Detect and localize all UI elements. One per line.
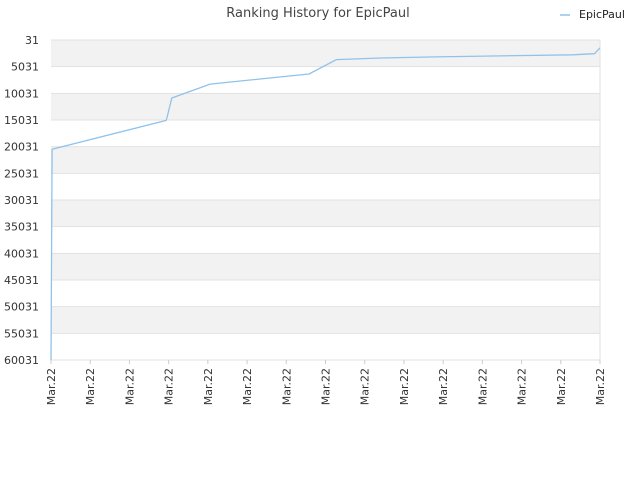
plot-band (51, 173, 600, 200)
x-tick-label: Mar.22 (555, 368, 568, 405)
grid-lines (51, 39, 601, 361)
plot-band (51, 253, 600, 280)
x-tick-label: Mar.22 (516, 368, 529, 405)
x-tick-label: Mar.22 (241, 368, 254, 405)
x-tick-label: Mar.22 (437, 368, 450, 405)
y-tick-label: 55031 (4, 327, 39, 340)
x-tick-label: Mar.22 (476, 368, 489, 405)
y-tick-label: 20031 (4, 141, 39, 154)
x-tick-label: Mar.22 (202, 368, 215, 405)
legend-label-epicpaul: EpicPaul (579, 8, 625, 21)
y-tick-label: 30031 (4, 194, 39, 207)
y-tick-label: 60031 (4, 354, 39, 367)
y-tick-label: 35031 (4, 221, 39, 234)
plot-band (51, 280, 600, 307)
series-lines (50, 47, 601, 361)
y-tick-label: 31 (25, 34, 39, 47)
plot-background (51, 40, 600, 360)
plot-band (51, 40, 600, 67)
plot-band (51, 226, 600, 254)
chart-title: Ranking History for EpicPaul (226, 6, 409, 21)
x-tick-label: Mar.22 (398, 368, 411, 405)
plot-band (51, 306, 600, 334)
x-axis-ticks: Mar.22 Mar.22 Mar.22 Mar.22 Mar.22 Mar.22 Mar.… (45, 360, 607, 405)
y-tick-label: 40031 (4, 247, 39, 260)
x-tick-label: Mar.22 (320, 368, 333, 405)
x-tick-label: Mar.22 (84, 368, 97, 405)
y-tick-label: 5031 (11, 61, 39, 74)
x-tick-label: Mar.22 (163, 368, 176, 405)
x-tick-label: Mar.22 (359, 368, 372, 405)
plot-band (51, 200, 600, 227)
x-tick-label: Mar.22 (594, 368, 607, 405)
y-tick-label: 45031 (4, 274, 39, 287)
x-tick-label: Mar.22 (45, 368, 58, 405)
x-tick-label: Mar.22 (280, 368, 293, 405)
x-tick-label: Mar.22 (123, 368, 136, 405)
series-line-epicpaul (50, 47, 601, 361)
plot-band (51, 146, 600, 174)
y-axis-ticks: 31 5031 10031 15031 20031 25031 30031 35031 4003… (4, 34, 39, 367)
plot-band (51, 120, 600, 147)
plot-band (51, 93, 600, 120)
legend[interactable]: EpicPaul (560, 8, 625, 21)
y-tick-label: 25031 (4, 167, 39, 180)
y-tick-label: 10031 (4, 87, 39, 100)
plot-band (51, 333, 600, 360)
y-tick-label: 15031 (4, 114, 39, 127)
y-tick-label: 50031 (4, 301, 39, 314)
plot-band (51, 66, 600, 94)
